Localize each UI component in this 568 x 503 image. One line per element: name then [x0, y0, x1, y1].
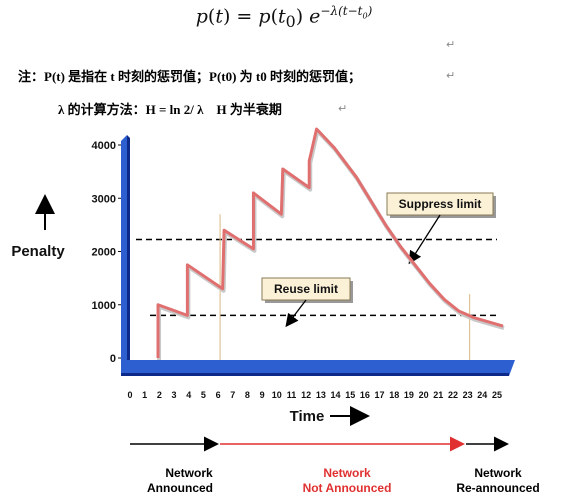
pilcrow-mark: ↵	[338, 102, 348, 115]
pilcrow-mark: ↵	[446, 69, 456, 82]
series-shadow	[157, 129, 505, 360]
note-line-2: λ 的计算方法：H = ln 2/ λ H 为半衰期	[58, 102, 282, 117]
x-tick-label: 5	[201, 390, 206, 400]
axis-labels: Penalty Time	[11, 194, 370, 426]
note-line-1: 注：P(t) 是指在 t 时刻的惩罚值；P(t0) 为 t0 时刻的惩罚值；	[18, 69, 362, 84]
x-tick-label: 11	[287, 390, 297, 400]
x-tick-label: 23	[463, 390, 473, 400]
pilcrow-mark: ↵	[446, 38, 456, 51]
x-axis-title: Time	[290, 408, 325, 425]
x-tick-label: 3	[172, 390, 177, 400]
x-axis-floor-top	[121, 360, 515, 376]
x-tick-label: 6	[216, 390, 221, 400]
event-label-line1: Network	[165, 466, 213, 480]
y-tick-label: 3000	[92, 193, 116, 205]
x-tick-label: 1	[142, 390, 147, 400]
y-tick-label: 4000	[92, 140, 116, 152]
x-tick-label: 15	[345, 390, 355, 400]
event-label-line1: Network	[474, 466, 522, 480]
reuse-limit-pointer	[285, 299, 307, 328]
tick-labels: 0 1 2 3 4 5 6 7 8 9 10 11 12 13 14 15 16 17 18 19 20 21 22 23 24…	[92, 140, 502, 400]
x-tick-label: 12	[301, 390, 311, 400]
series-line-0	[156, 127, 504, 358]
x-tick-label: 0	[127, 390, 132, 400]
x-tick-label: 9	[260, 390, 265, 400]
y-axis-wall-front	[121, 135, 127, 376]
suppress-limit-pointer	[408, 214, 441, 265]
event-label-line2: Not Announced	[303, 481, 392, 495]
x-tick-label: 16	[360, 390, 370, 400]
series-line	[156, 127, 505, 360]
suppress-limit-label: Suppress limit	[399, 197, 482, 211]
x-tick-label: 8	[245, 390, 250, 400]
x-tick-label: 13	[316, 390, 326, 400]
axes-3d	[121, 135, 515, 376]
x-tick-label: 10	[272, 390, 282, 400]
event-label-line2: Announced	[147, 481, 213, 495]
x-tick-label: 22	[448, 390, 458, 400]
x-tick-label: 4	[186, 390, 191, 400]
x-tick-label: 14	[331, 390, 341, 400]
x-tick-label: 7	[230, 390, 235, 400]
x-tick-label: 20	[419, 390, 429, 400]
event-label-line1: Network	[323, 466, 371, 480]
x-tick-label: 18	[389, 390, 399, 400]
x-tick-label: 2	[157, 390, 162, 400]
decay-formula: p(t) = p(t0) e−λ(t−t0)	[195, 4, 373, 32]
y-tick-label: 0	[110, 353, 116, 365]
x-axis-floor-edge	[121, 373, 509, 376]
event-label-line2: Re-announced	[456, 481, 539, 495]
y-tick-label: 2000	[92, 247, 116, 259]
x-tick-label: 21	[433, 390, 443, 400]
y-axis-title: Penalty	[11, 243, 65, 260]
x-tick-label: 25	[492, 390, 502, 400]
y-axis-wall-side	[127, 135, 130, 373]
x-tick-label: 17	[375, 390, 385, 400]
y-tick-label: 1000	[92, 300, 116, 312]
x-tick-label: 19	[404, 390, 414, 400]
threshold-lines: Suppress limit Reuse limit	[136, 192, 497, 360]
reuse-limit-label: Reuse limit	[274, 282, 338, 296]
x-tick-label: 24	[477, 390, 487, 400]
